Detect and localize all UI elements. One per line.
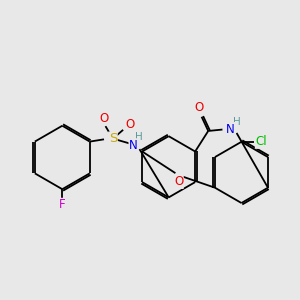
Text: Cl: Cl [255, 135, 267, 148]
Text: O: O [125, 118, 134, 131]
Text: O: O [195, 100, 204, 114]
Text: F: F [59, 198, 66, 212]
Text: N: N [226, 123, 235, 136]
Text: O: O [99, 112, 108, 125]
Text: H: H [233, 117, 241, 127]
Text: H: H [135, 132, 142, 142]
Text: N: N [129, 139, 138, 152]
Text: O: O [174, 176, 183, 188]
Text: S: S [109, 132, 117, 145]
